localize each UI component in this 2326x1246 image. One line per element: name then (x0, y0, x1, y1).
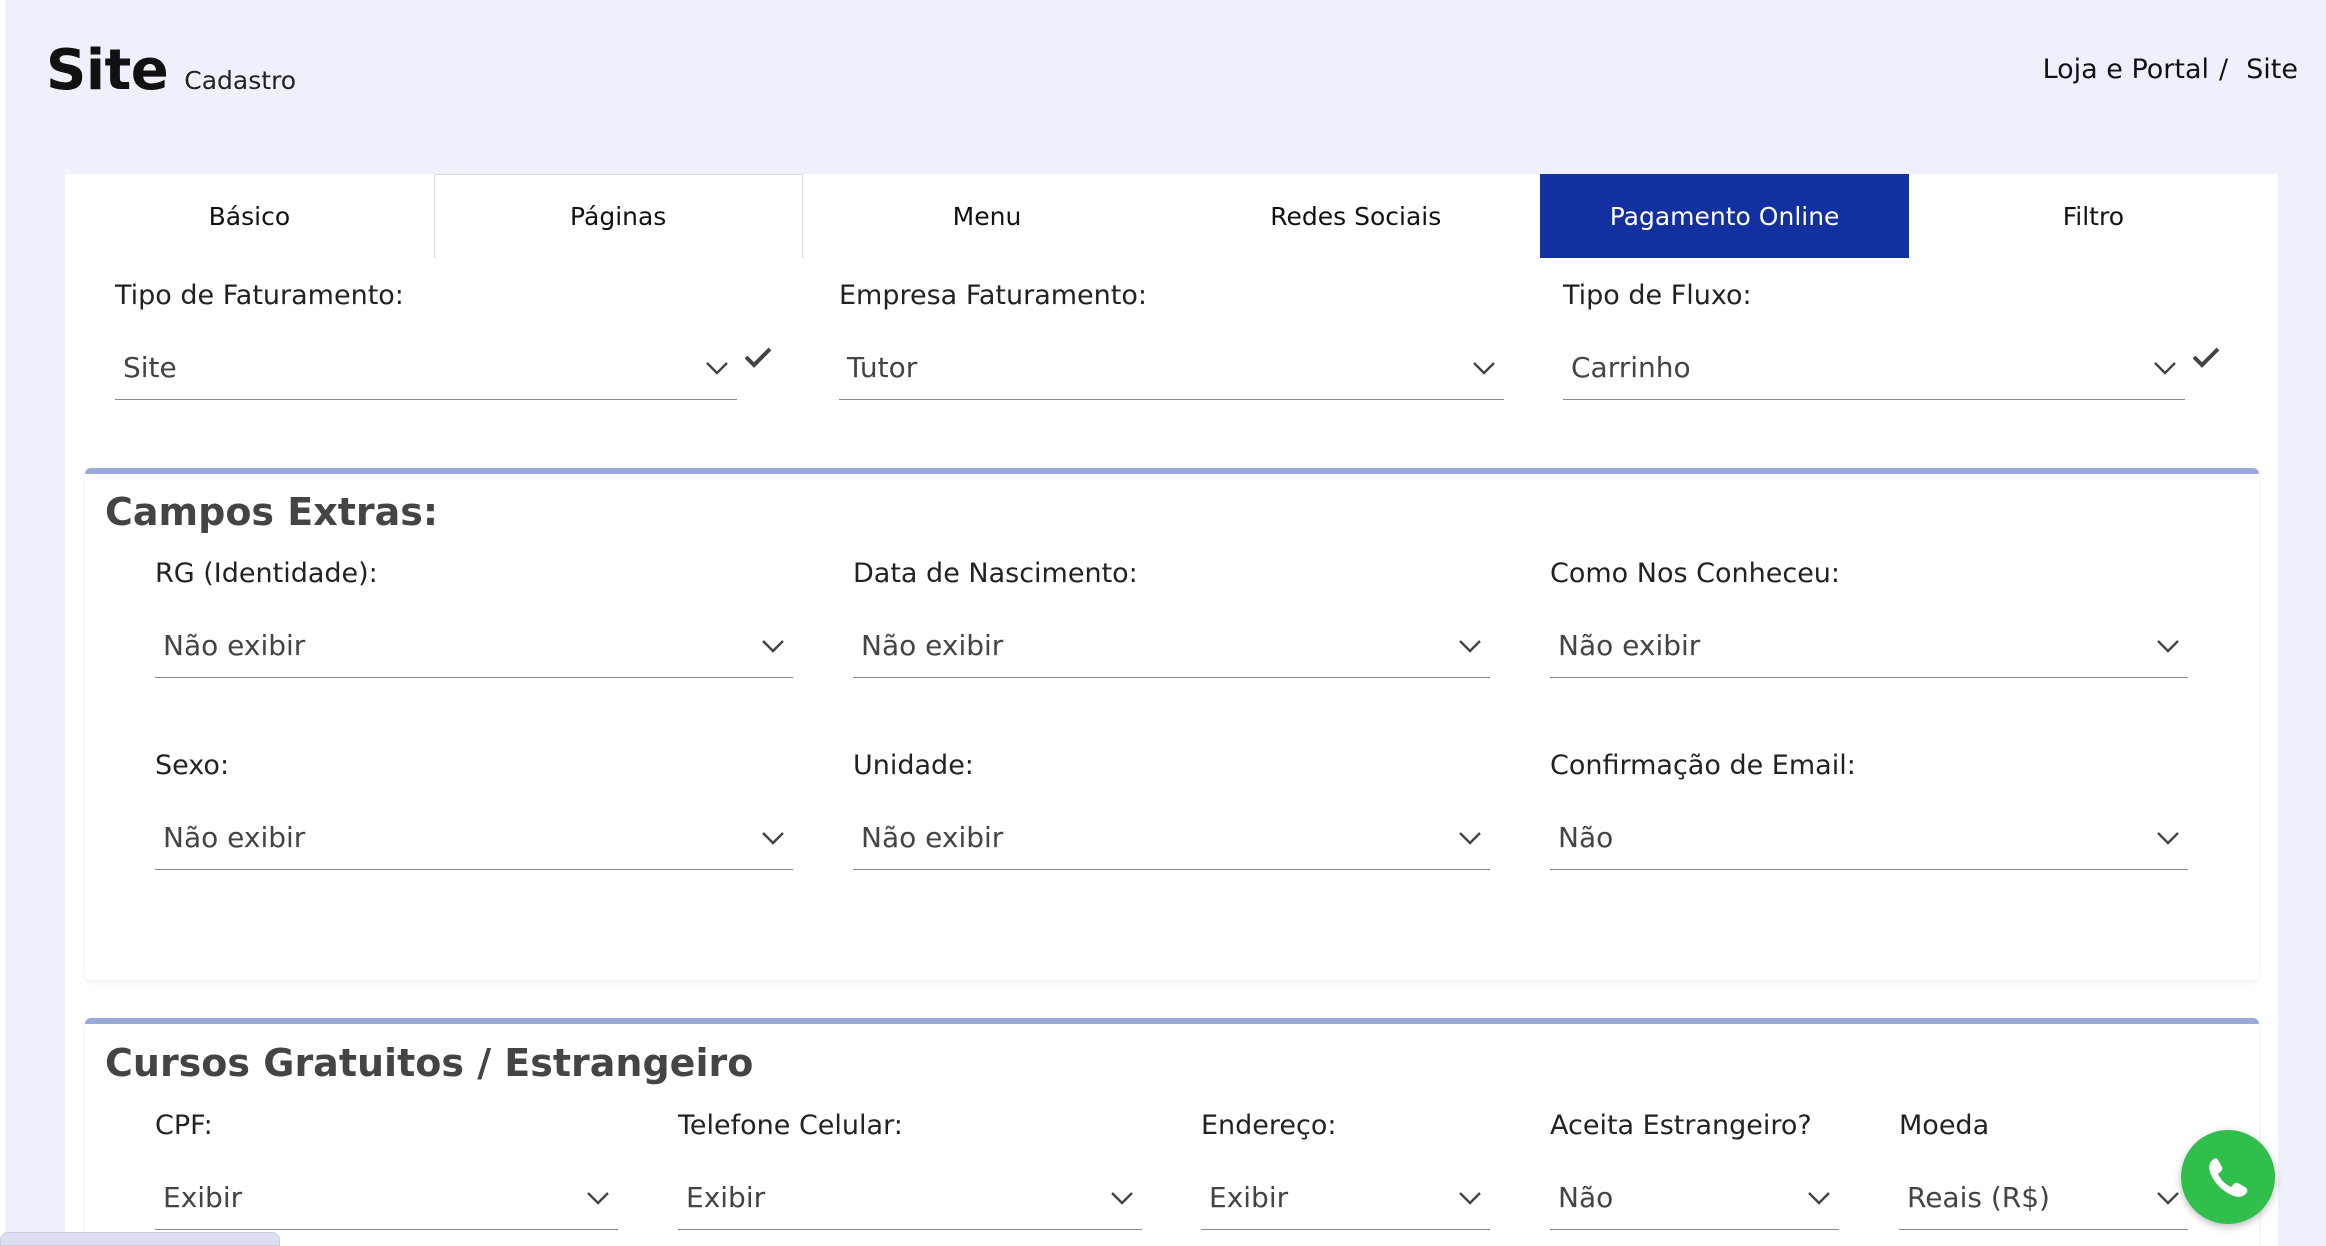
conheceu-value: Não exibir (1558, 629, 1701, 662)
breadcrumb-current: Site (2246, 54, 2298, 85)
page-subtitle: Cadastro (184, 66, 297, 95)
estrangeiro-select[interactable]: Não (1550, 1166, 1839, 1230)
cpf-label: CPF: (155, 1110, 213, 1141)
campos-extras-section (85, 468, 2259, 980)
chevron-down-icon (1459, 831, 1481, 845)
confirma-email-select[interactable]: Não (1550, 806, 2188, 870)
endereco-select[interactable]: Exibir (1201, 1166, 1490, 1230)
confirma-email-value: Não (1558, 821, 1614, 854)
breadcrumb-separator: / (2219, 54, 2229, 85)
celular-value: Exibir (686, 1181, 766, 1214)
breadcrumb: Loja e Portal / Site (2043, 54, 2298, 85)
bottom-panel-edge (0, 1232, 280, 1246)
nascimento-select[interactable]: Não exibir (853, 614, 1490, 678)
nascimento-label: Data de Nascimento: (853, 558, 1138, 589)
unidade-label: Unidade: (853, 750, 974, 781)
nascimento-value: Não exibir (861, 629, 1004, 662)
campos-extras-title: Campos Extras: (105, 490, 439, 534)
sexo-value: Não exibir (163, 821, 306, 854)
tab-basico[interactable]: Básico (65, 174, 434, 258)
conheceu-label: Como Nos Conheceu: (1550, 558, 1841, 589)
endereco-value: Exibir (1209, 1181, 1289, 1214)
empresa-faturamento-value: Tutor (847, 351, 918, 384)
chevron-down-icon (706, 361, 728, 375)
page-header: Site Cadastro (46, 38, 296, 103)
chevron-down-icon (1808, 1191, 1830, 1205)
sexo-label: Sexo: (155, 750, 230, 781)
unidade-select[interactable]: Não exibir (853, 806, 1490, 870)
chevron-down-icon (2157, 1191, 2179, 1205)
cursos-title: Cursos Gratuitos / Estrangeiro (105, 1041, 754, 1085)
cursos-section (85, 1018, 2259, 1246)
moeda-label: Moeda (1899, 1110, 1990, 1141)
tab-bar: Básico Páginas Menu Redes Sociais Pagame… (65, 174, 2278, 258)
tab-menu[interactable]: Menu (802, 174, 1172, 258)
endereco-label: Endereço: (1201, 1110, 1337, 1141)
tab-filtro[interactable]: Filtro (1908, 174, 2278, 258)
rg-value: Não exibir (163, 629, 306, 662)
celular-select[interactable]: Exibir (678, 1166, 1142, 1230)
chevron-down-icon (762, 639, 784, 653)
page-left-edge (0, 0, 5, 1246)
tipo-fluxo-select[interactable]: Carrinho (1563, 336, 2185, 400)
tipo-faturamento-value: Site (123, 351, 177, 384)
rg-label: RG (Identidade): (155, 558, 378, 589)
moeda-select[interactable]: Reais (R$) (1899, 1166, 2188, 1230)
unidade-value: Não exibir (861, 821, 1004, 854)
check-icon (2192, 347, 2220, 368)
whatsapp-icon (2209, 1158, 2248, 1197)
cpf-select[interactable]: Exibir (155, 1166, 618, 1230)
confirma-email-label: Confirmação de Email: (1550, 750, 1856, 781)
conheceu-select[interactable]: Não exibir (1550, 614, 2188, 678)
tab-pagamento-online[interactable]: Pagamento Online (1540, 174, 1909, 258)
chevron-down-icon (1459, 639, 1481, 653)
tab-paginas[interactable]: Páginas (433, 174, 803, 258)
page-title: Site (46, 38, 169, 103)
chevron-down-icon (2154, 361, 2176, 375)
chevron-down-icon (1111, 1191, 1133, 1205)
empresa-faturamento-label: Empresa Faturamento: (839, 280, 1147, 311)
empresa-faturamento-select[interactable]: Tutor (839, 336, 1504, 400)
estrangeiro-value: Não (1558, 1181, 1614, 1214)
tipo-fluxo-label: Tipo de Fluxo: (1563, 280, 1752, 311)
moeda-value: Reais (R$) (1907, 1181, 2050, 1214)
breadcrumb-parent[interactable]: Loja e Portal (2042, 54, 2210, 85)
estrangeiro-label: Aceita Estrangeiro? (1550, 1110, 1812, 1141)
tipo-faturamento-select[interactable]: Site (115, 336, 737, 400)
check-icon (744, 347, 772, 368)
whatsapp-button[interactable] (2181, 1130, 2275, 1224)
chevron-down-icon (1473, 361, 1495, 375)
cpf-value: Exibir (163, 1181, 243, 1214)
chevron-down-icon (2157, 639, 2179, 653)
rg-select[interactable]: Não exibir (155, 614, 793, 678)
chevron-down-icon (587, 1191, 609, 1205)
chevron-down-icon (2157, 831, 2179, 845)
chevron-down-icon (1459, 1191, 1481, 1205)
tab-redes-sociais[interactable]: Redes Sociais (1171, 174, 1541, 258)
sexo-select[interactable]: Não exibir (155, 806, 793, 870)
tipo-faturamento-label: Tipo de Faturamento: (115, 280, 404, 311)
chevron-down-icon (762, 831, 784, 845)
celular-label: Telefone Celular: (678, 1110, 903, 1141)
tipo-fluxo-value: Carrinho (1571, 351, 1691, 384)
